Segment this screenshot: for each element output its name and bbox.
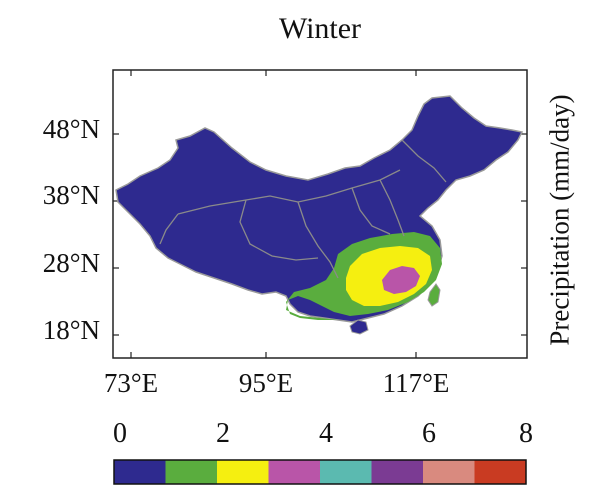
axis-ticks: [113, 70, 527, 358]
taiwan-island: [427, 283, 441, 307]
lat-tick-48n: 48°N: [42, 114, 100, 144]
hainan-island: [349, 319, 369, 335]
lat-tick-38n: 38°N: [42, 180, 100, 210]
colorbar-bin-6: [423, 460, 475, 484]
colorbar-tick-6: 6: [422, 418, 436, 449]
colorbar-tick-0: 0: [113, 418, 127, 449]
colorbar-bin-0: [114, 460, 166, 484]
colorbar-bin-1: [165, 460, 217, 484]
lat-tick-18n: 18°N: [42, 315, 100, 345]
colorbar: [114, 460, 526, 484]
colorbar-tick-8: 8: [519, 418, 533, 449]
colorbar-bin-5: [371, 460, 423, 484]
colorbar-bin-2: [217, 460, 269, 484]
lon-tick-117e: 117°E: [382, 368, 450, 398]
lon-tick-73e: 73°E: [103, 368, 159, 398]
lon-tick-95e: 95°E: [238, 368, 294, 398]
precip-zone-3-4mm: [382, 266, 420, 294]
colorbar-bin-7: [474, 460, 526, 484]
colorbar-frame: [113, 459, 527, 485]
colorbar-tick-2: 2: [216, 418, 230, 449]
province-borders: [159, 139, 447, 279]
lat-tick-28n: 28°N: [42, 248, 100, 278]
colorbar-bin-4: [320, 460, 372, 484]
map-title: Winter: [278, 12, 362, 45]
colorbar-tick-4: 4: [319, 418, 333, 449]
colorbar-bin-3: [268, 460, 320, 484]
